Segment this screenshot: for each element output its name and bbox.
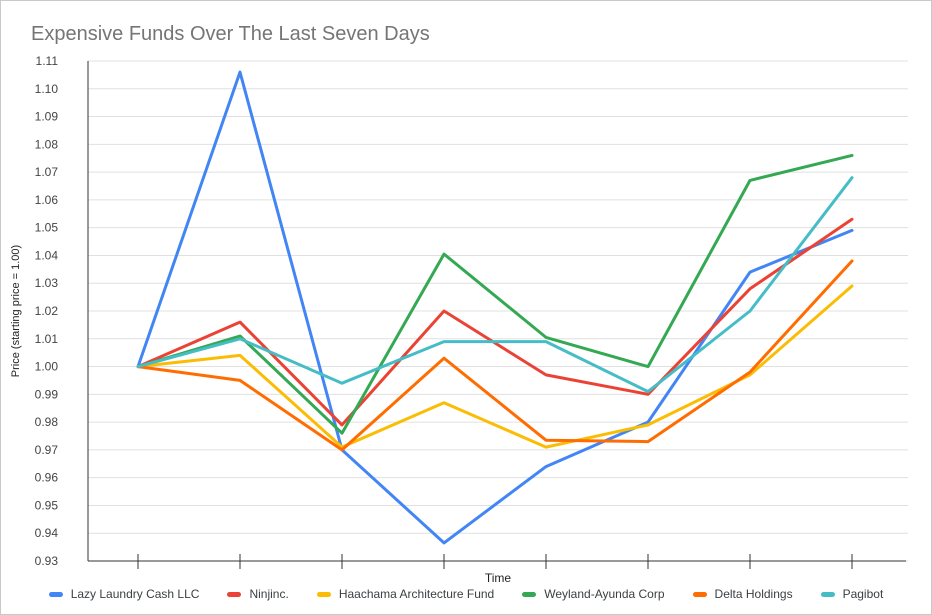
- legend-item-lazy-laundry-cash-llc[interactable]: Lazy Laundry Cash LLC: [48, 587, 200, 601]
- legend-label: Lazy Laundry Cash LLC: [70, 587, 200, 601]
- x-axis-title: Time: [485, 571, 512, 585]
- series-line-pagibot: [136, 176, 854, 394]
- legend-label: Delta Holdings: [714, 587, 793, 601]
- y-tick-label: 1.01: [35, 332, 59, 346]
- series-line-lazy-laundry-cash-llc: [136, 70, 854, 545]
- y-tick-label: 1.02: [35, 304, 59, 318]
- legend-swatch-icon: [227, 591, 242, 597]
- y-tick-label: 1.11: [36, 54, 59, 68]
- series-line-delta-holdings: [136, 259, 854, 452]
- y-tick-label: 1.06: [35, 193, 59, 207]
- y-axis-title: Price (starting price = 1.00): [10, 245, 22, 377]
- legend-label: Haachama Architecture Fund: [338, 587, 495, 601]
- y-tick-label: 0.96: [35, 471, 59, 485]
- y-tick-label: 1.09: [35, 110, 59, 124]
- legend-swatch-icon: [522, 591, 537, 597]
- legend-item-haachama-architecture-fund[interactable]: Haachama Architecture Fund: [316, 587, 495, 601]
- y-tick-label: 1.10: [35, 82, 59, 96]
- y-tick-label: 1.05: [35, 221, 59, 235]
- chart-legend: Lazy Laundry Cash LLC Ninjinc. Haachama Ar…: [1, 587, 931, 601]
- y-tick-label: 0.98: [35, 415, 59, 429]
- legend-swatch-icon: [48, 591, 63, 597]
- legend-swatch-icon: [692, 591, 707, 597]
- legend-item-delta-holdings[interactable]: Delta Holdings: [692, 587, 793, 601]
- y-tick-label: 0.99: [35, 387, 59, 401]
- y-tick-label: 1.07: [35, 165, 59, 179]
- legend-item-weyland-ayunda-corp[interactable]: Weyland-Ayunda Corp: [522, 587, 665, 601]
- y-tick-label: 1.00: [35, 360, 59, 374]
- y-tick-label: 0.97: [35, 443, 59, 457]
- y-tick-label: 1.04: [35, 248, 59, 262]
- chart-title: Expensive Funds Over The Last Seven Days: [31, 23, 430, 45]
- y-tick-label: 0.94: [35, 526, 59, 540]
- series-line-weyland-ayunda-corp: [136, 153, 854, 435]
- legend-swatch-icon: [820, 591, 835, 597]
- legend-label: Ninjinc.: [249, 587, 289, 601]
- y-tick-label: 0.93: [35, 554, 59, 568]
- legend-label: Pagibot: [842, 587, 884, 601]
- legend-item-pagibot[interactable]: Pagibot: [820, 587, 884, 601]
- y-tick-label: 1.08: [35, 137, 59, 151]
- y-tick-label: 1.03: [35, 276, 59, 290]
- legend-swatch-icon: [316, 591, 331, 597]
- legend-label: Weyland-Ayunda Corp: [544, 587, 665, 601]
- legend-item-ninjinc[interactable]: Ninjinc.: [227, 587, 289, 601]
- y-tick-label: 0.95: [35, 498, 59, 512]
